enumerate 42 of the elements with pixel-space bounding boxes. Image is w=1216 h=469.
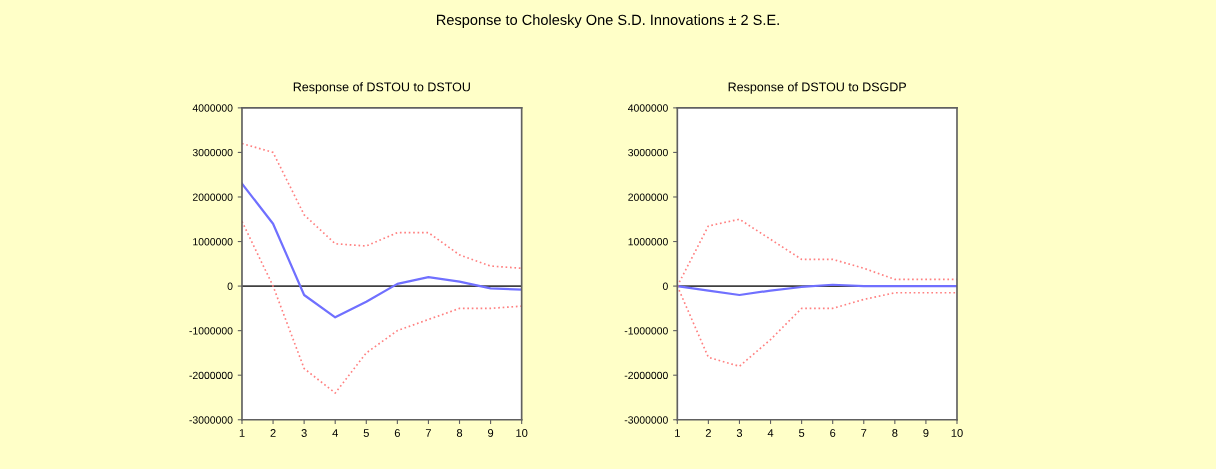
y-tick-label: 1000000 xyxy=(628,238,668,246)
y-tick-label: 2000000 xyxy=(192,193,233,201)
x-tick-label: 5 xyxy=(798,429,805,437)
x-tick-label: 6 xyxy=(394,429,400,437)
line-series xyxy=(677,283,957,297)
y-tick-label: -2000000 xyxy=(624,371,668,380)
y-tick-label: 1000000 xyxy=(193,238,233,246)
x-tick-label: 1 xyxy=(675,429,680,437)
y-tick-label: -1000000 xyxy=(624,327,668,335)
x-tick-label: 7 xyxy=(425,429,431,437)
text: Response to Cholesky One S.D. Innovations ± 2 S.E. xyxy=(437,14,779,28)
y-tick-label: 0 xyxy=(662,282,668,290)
x-tick-label: 8 xyxy=(892,429,898,437)
chart-title: Response of DSTOU to DSTOU xyxy=(293,82,470,94)
y-tick-label: -1000000 xyxy=(189,327,233,335)
x-tick-label: 9 xyxy=(488,429,494,437)
x-tick-label: 10 xyxy=(951,429,963,437)
x-tick-label: 1 xyxy=(239,429,245,437)
x-tick-label: 4 xyxy=(332,429,338,437)
x-tick-label: 3 xyxy=(301,429,307,437)
y-tick-label: -2000000 xyxy=(189,371,233,380)
x-tick-label: 6 xyxy=(830,429,836,437)
line-series xyxy=(241,142,522,270)
y-tick-label: -3000000 xyxy=(189,416,233,424)
x-tick-label: 10 xyxy=(516,429,528,437)
chart-title: Response of DSTOU to DSGDP xyxy=(728,82,906,94)
x-tick-label: 9 xyxy=(923,429,929,437)
y-tick-label: 3000000 xyxy=(628,148,668,157)
x-tick-label: 4 xyxy=(767,429,774,437)
line-series xyxy=(241,182,522,319)
y-tick-label: 0 xyxy=(227,282,233,290)
x-tick-label: 7 xyxy=(861,429,867,437)
x-tick-label: 3 xyxy=(736,429,743,437)
y-tick-label: 3000000 xyxy=(192,148,233,157)
y-tick-label: 4000000 xyxy=(192,104,233,112)
y-tick-label: 2000000 xyxy=(628,193,668,201)
x-tick-label: 8 xyxy=(456,429,463,437)
x-tick-label: 2 xyxy=(270,429,276,437)
x-tick-label: 2 xyxy=(705,429,711,437)
y-tick-label: -3000000 xyxy=(624,416,668,424)
x-tick-label: 5 xyxy=(363,429,369,437)
y-tick-label: 4000000 xyxy=(627,104,668,112)
